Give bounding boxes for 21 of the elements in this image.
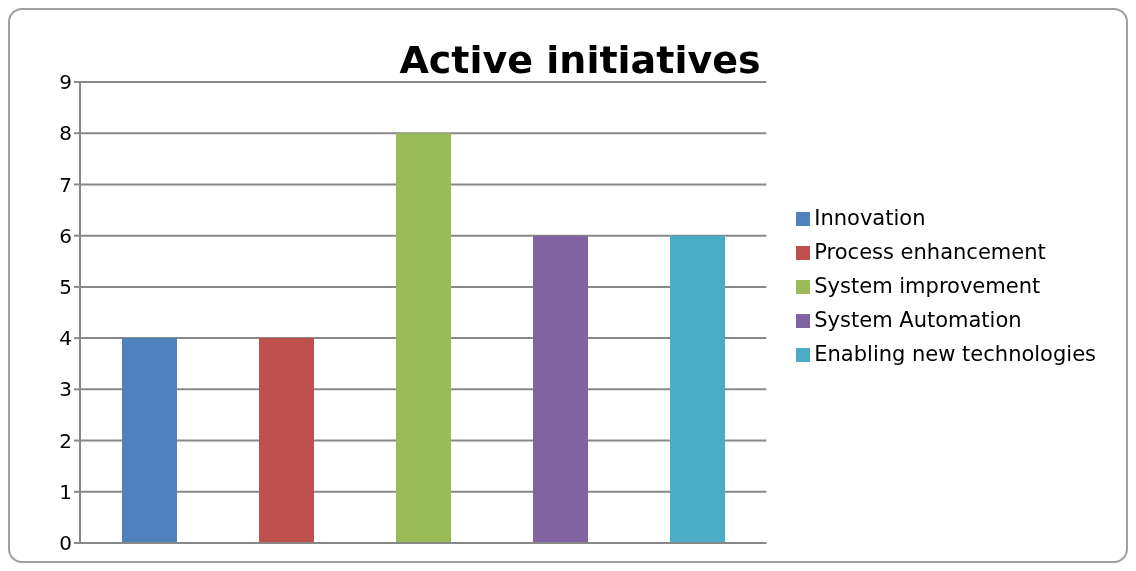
chart-title: Active initiatives [398, 38, 762, 82]
y-tick-label: 2 [59, 428, 72, 453]
y-tick-label: 0 [59, 531, 72, 556]
y-tick-label: 7 [59, 172, 72, 197]
legend-label: Process enhancement [814, 239, 1046, 264]
legend-label: Innovation [814, 205, 926, 230]
legend-label: System Automation [814, 307, 1022, 332]
y-tick-label: 6 [59, 223, 72, 248]
bar [533, 235, 588, 543]
y-tick-label: 5 [59, 274, 72, 299]
y-tick-label: 1 [59, 479, 72, 504]
y-tick-label: 8 [59, 121, 72, 146]
y-tick-label: 3 [59, 377, 72, 402]
bar [122, 338, 177, 543]
bar [259, 338, 314, 543]
bar [396, 133, 451, 543]
y-tick-label: 9 [59, 70, 72, 95]
bar [670, 235, 725, 543]
y-tick-label: 4 [59, 326, 72, 351]
legend-label: System improvement [814, 273, 1041, 298]
legend-label: Enabling new technologies [814, 341, 1096, 366]
